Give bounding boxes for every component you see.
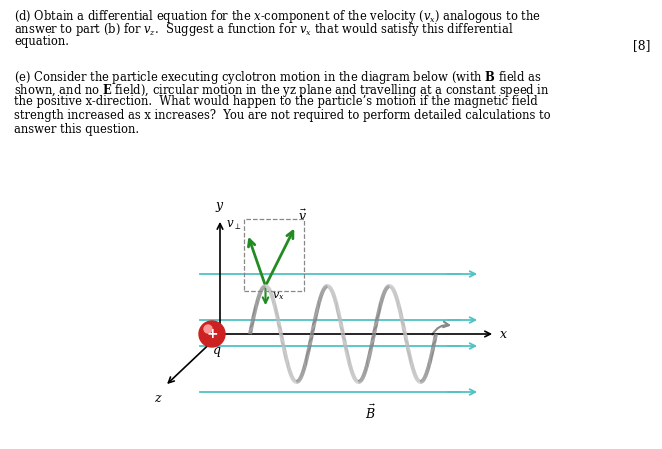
Text: shown, and no $\mathbf{E}$ field), circular motion in the yz plane and travellin: shown, and no $\mathbf{E}$ field), circu… bbox=[14, 82, 549, 99]
Text: strength increased as x increases?  You are not required to perform detailed cal: strength increased as x increases? You a… bbox=[14, 109, 551, 122]
Text: $q$: $q$ bbox=[213, 345, 222, 359]
Text: (e) Consider the particle executing cyclotron motion in the diagram below (with : (e) Consider the particle executing cycl… bbox=[14, 69, 542, 85]
Text: [8]: [8] bbox=[633, 39, 650, 52]
Text: $\vec{B}$: $\vec{B}$ bbox=[365, 404, 375, 423]
Text: answer to part (b) for $v_z$.  Suggest a function for $v_x$ that would satisfy t: answer to part (b) for $v_z$. Suggest a … bbox=[14, 22, 514, 39]
Bar bbox=[244, 219, 303, 291]
Text: (d) Obtain a differential equation for the $x$-component of the velocity ($v_x$): (d) Obtain a differential equation for t… bbox=[14, 8, 541, 25]
Text: $y$: $y$ bbox=[215, 200, 225, 214]
Circle shape bbox=[199, 321, 225, 347]
Text: answer this question.: answer this question. bbox=[14, 123, 139, 136]
Text: $z$: $z$ bbox=[154, 392, 162, 405]
Text: +: + bbox=[206, 327, 218, 341]
Text: the positive x-direction.  What would happen to the particle’s motion if the mag: the positive x-direction. What would hap… bbox=[14, 96, 538, 109]
Circle shape bbox=[204, 325, 212, 333]
Text: $v_x$: $v_x$ bbox=[271, 290, 284, 302]
Text: $x$: $x$ bbox=[499, 327, 508, 340]
Text: $\vec{v}$: $\vec{v}$ bbox=[299, 209, 308, 224]
Text: equation.: equation. bbox=[14, 35, 69, 48]
Text: $v_\perp$: $v_\perp$ bbox=[226, 219, 242, 232]
